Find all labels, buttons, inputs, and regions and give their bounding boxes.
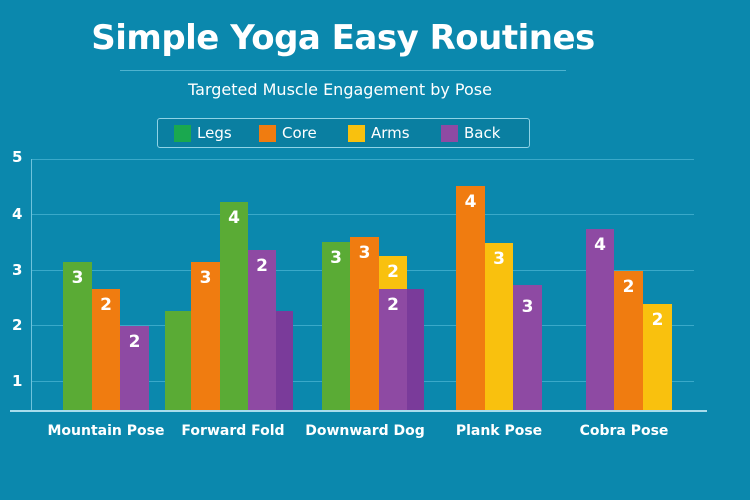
bar: 2: [379, 289, 407, 411]
bar: 2: [643, 304, 672, 411]
bar-value-label: 2: [100, 295, 112, 315]
bar-value-label: 3: [71, 268, 84, 288]
bar-value-label: 4: [228, 208, 240, 228]
gridline: [31, 159, 694, 160]
bar-value-label: 2: [387, 262, 399, 282]
bar: 2: [120, 326, 149, 411]
y-tick: 5: [12, 148, 23, 166]
bar-value-label: 2: [387, 295, 399, 315]
bar: 3: [350, 237, 379, 411]
x-label: Cobra Pose: [579, 423, 669, 439]
bar-value-label: 2: [256, 256, 268, 276]
chart-subtitle: Targeted Muscle Engagement by Pose: [188, 80, 492, 99]
y-tick: 4: [12, 205, 23, 223]
back-swatch-icon: [441, 124, 458, 142]
bar-value-label: 2: [622, 277, 635, 297]
x-label: Plank Pose: [455, 423, 543, 439]
core-swatch-icon: [259, 124, 276, 142]
bar: [407, 289, 424, 411]
gridline: [31, 214, 694, 215]
legend-item-back: Back: [441, 124, 500, 142]
bar: 4: [220, 202, 248, 411]
bar: 3: [322, 242, 350, 411]
legs-swatch-icon: [174, 124, 191, 142]
legend-label: Core: [282, 124, 317, 142]
legend-item-legs: Legs: [174, 124, 232, 142]
x-axis: [10, 410, 707, 412]
bar-value-label: 3: [199, 268, 212, 288]
bar: 2: [248, 250, 276, 411]
bar: [276, 311, 293, 411]
y-axis: [31, 159, 32, 411]
bar-value-label: 4: [594, 235, 606, 255]
bar: 3: [191, 262, 220, 411]
legend-label: Legs: [197, 124, 232, 142]
legend-label: Arms: [371, 124, 410, 142]
x-label: Downward Dog: [305, 423, 425, 439]
legend-item-arms: Arms: [348, 124, 410, 142]
legend: Legs Core Arms Back: [157, 118, 530, 148]
legend-item-core: Core: [259, 124, 317, 142]
bar: 4: [456, 186, 485, 411]
bar: 3: [485, 243, 513, 411]
bar-value-label: 3: [493, 249, 505, 269]
bar: [165, 311, 191, 411]
bar: 2: [92, 289, 120, 411]
y-tick: 3: [12, 261, 23, 279]
bar: 4: [586, 229, 614, 411]
y-tick: 2: [12, 316, 23, 334]
bar: 2: [614, 271, 643, 411]
x-label: Mountain Pose: [47, 423, 165, 439]
bar-value-label: 2: [651, 310, 664, 330]
bar-value-label: 2: [128, 332, 141, 352]
bar: 3: [63, 262, 92, 411]
bar-value-label: 3: [521, 297, 534, 317]
bar: 3: [513, 285, 542, 411]
y-tick: 1: [12, 372, 23, 390]
legend-label: Back: [464, 124, 501, 142]
arms-swatch-icon: [348, 124, 365, 142]
title-divider: [120, 70, 566, 71]
bar-value-label: 3: [358, 243, 371, 263]
bar-value-label: 4: [464, 192, 477, 212]
chart-title: Simple Yoga Easy Routines: [91, 18, 595, 58]
bar-value-label: 3: [330, 248, 342, 268]
x-label: Forward Fold: [181, 423, 285, 439]
